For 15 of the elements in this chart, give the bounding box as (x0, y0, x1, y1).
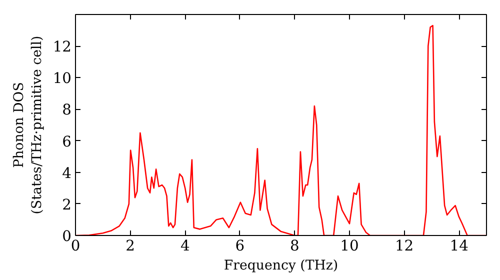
x-axis-title: Frequency (THz) (224, 258, 338, 274)
y-tick-label: 12 (52, 38, 72, 56)
x-tick-label: 6 (235, 238, 245, 254)
x-tick-label: 10 (340, 238, 359, 254)
y-tick-label: 4 (62, 164, 72, 182)
x-tick-label: 8 (290, 238, 300, 254)
y-tick-label: 10 (52, 70, 72, 88)
y-tick-label: 6 (62, 133, 72, 150)
x-tick-label: 4 (180, 238, 190, 254)
x-tick-label: 12 (394, 238, 414, 254)
y-tick-label: 2 (62, 196, 72, 214)
y-axis-title: Phonon DOS (States/THz·primitive cell) (12, 36, 45, 214)
y-tick-label: 8 (62, 102, 72, 119)
x-tick-label: 14 (450, 238, 468, 254)
x-tick-label: 2 (126, 238, 135, 254)
